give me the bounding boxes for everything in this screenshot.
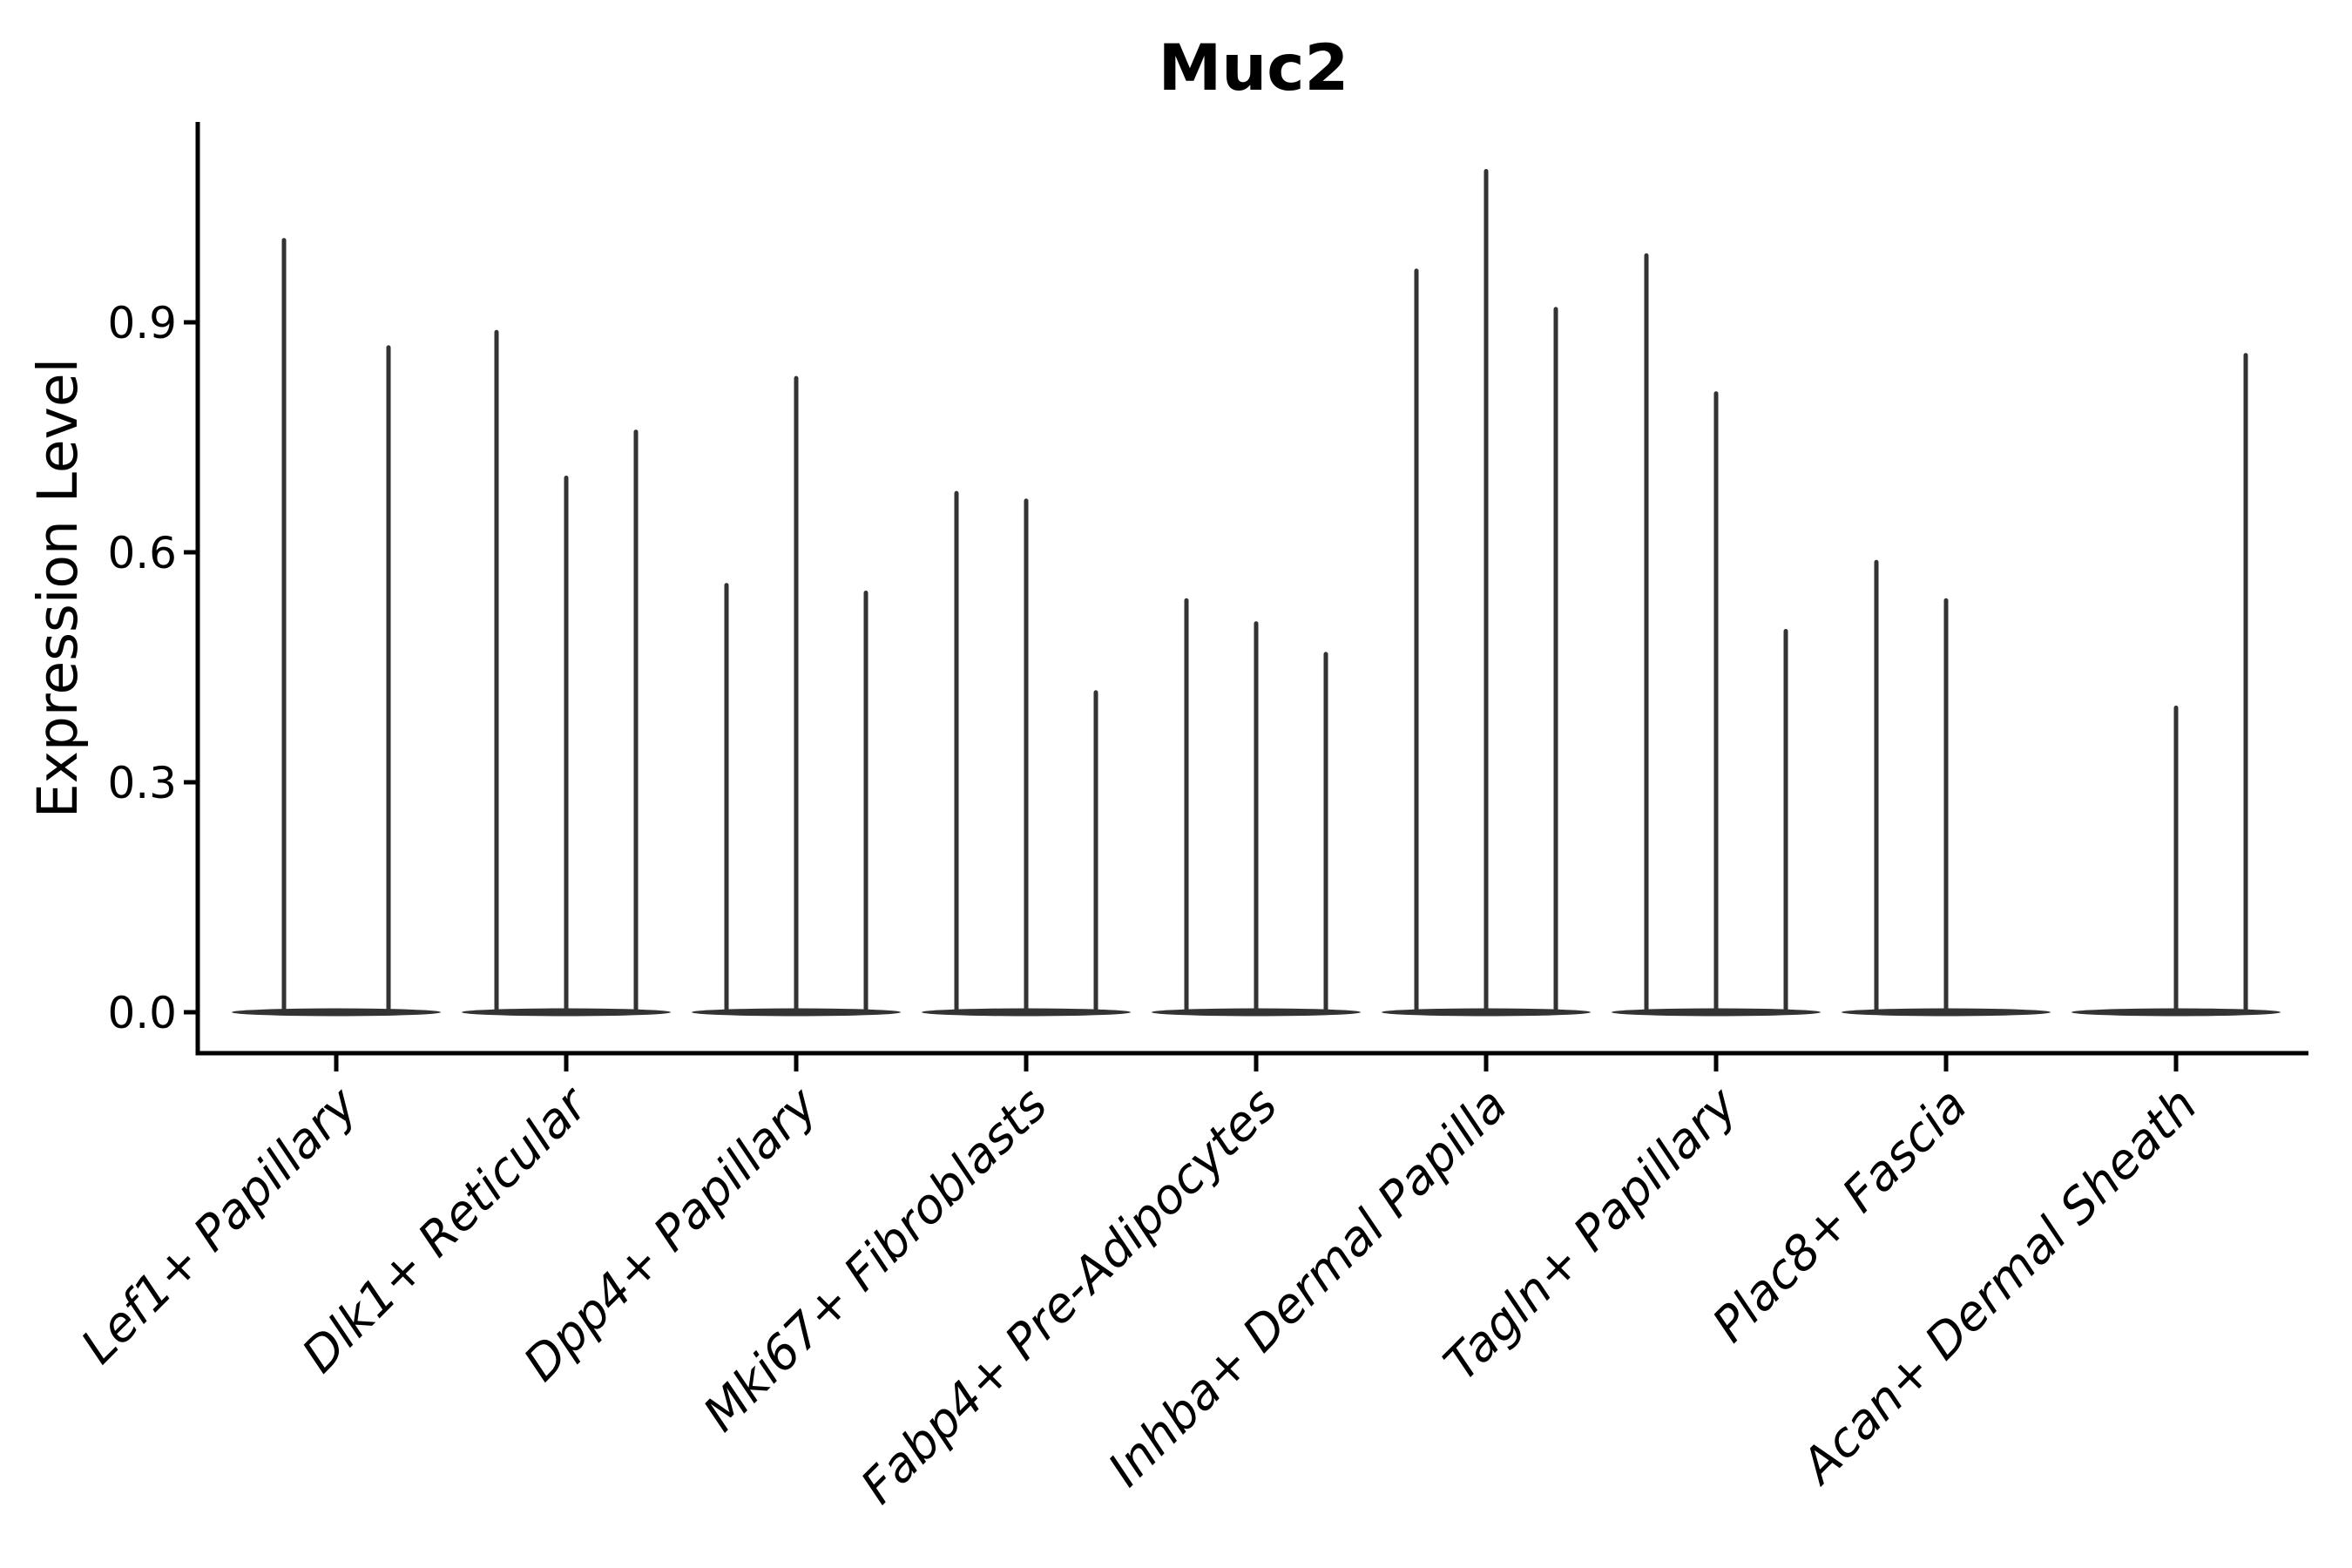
violin-spike xyxy=(954,490,959,1015)
axes-spines xyxy=(195,122,2308,1056)
violin-spike xyxy=(633,429,639,1015)
violin-spike xyxy=(1943,598,1949,1015)
y-axis-ticks: 0.0 0.3 0.6 0.9 xyxy=(107,298,198,1038)
x-tick-label: Inhba+ Dermal Papilla xyxy=(1098,1077,1517,1497)
violin-spike xyxy=(1184,598,1189,1015)
violin-spike xyxy=(1553,307,1558,1015)
violin-spike xyxy=(1024,498,1029,1015)
violin-group xyxy=(692,375,901,1017)
violin-baseline xyxy=(232,1008,441,1017)
x-tick-label: Acan+ Dermal Sheath xyxy=(1789,1077,2208,1496)
violin-spike xyxy=(2243,353,2248,1015)
violin-spike xyxy=(1644,253,1649,1015)
violin-spike xyxy=(1254,621,1259,1015)
violin-spike xyxy=(1713,391,1719,1015)
violin-spike xyxy=(1874,559,1879,1015)
violin-spike xyxy=(281,238,287,1015)
violin-spike xyxy=(386,345,391,1015)
plot-area xyxy=(232,169,2281,1017)
violin-spike xyxy=(1093,690,1098,1015)
violin-spike xyxy=(724,583,729,1015)
violin-group xyxy=(462,329,671,1017)
violin-group xyxy=(2072,353,2281,1017)
violin-spike xyxy=(1414,268,1419,1015)
violin-group xyxy=(1612,253,1821,1017)
violin-spike xyxy=(1323,652,1328,1015)
violin-group xyxy=(1842,559,2051,1017)
y-axis-label: Expression Level xyxy=(26,358,90,818)
violin-spike xyxy=(564,476,569,1015)
y-tick-label: 0.9 xyxy=(107,298,177,348)
violin-group xyxy=(232,238,441,1017)
x-tick-label: Fabp4+ Pre-Adipocytes xyxy=(850,1077,1288,1514)
violin-group xyxy=(922,490,1131,1017)
violin-spike xyxy=(863,591,868,1015)
violin-group xyxy=(1152,598,1361,1017)
violin-spike xyxy=(494,329,499,1015)
y-tick-label: 0.0 xyxy=(107,988,177,1038)
y-tick-label: 0.6 xyxy=(107,528,177,578)
plot-title: Muc2 xyxy=(1159,31,1349,105)
violin-spike xyxy=(1783,629,1788,1015)
violin-spike xyxy=(794,375,799,1016)
violin-group xyxy=(1382,169,1591,1017)
violin-spike xyxy=(1484,169,1489,1015)
y-tick-label: 0.3 xyxy=(107,758,177,808)
violin-spike xyxy=(2173,706,2179,1015)
